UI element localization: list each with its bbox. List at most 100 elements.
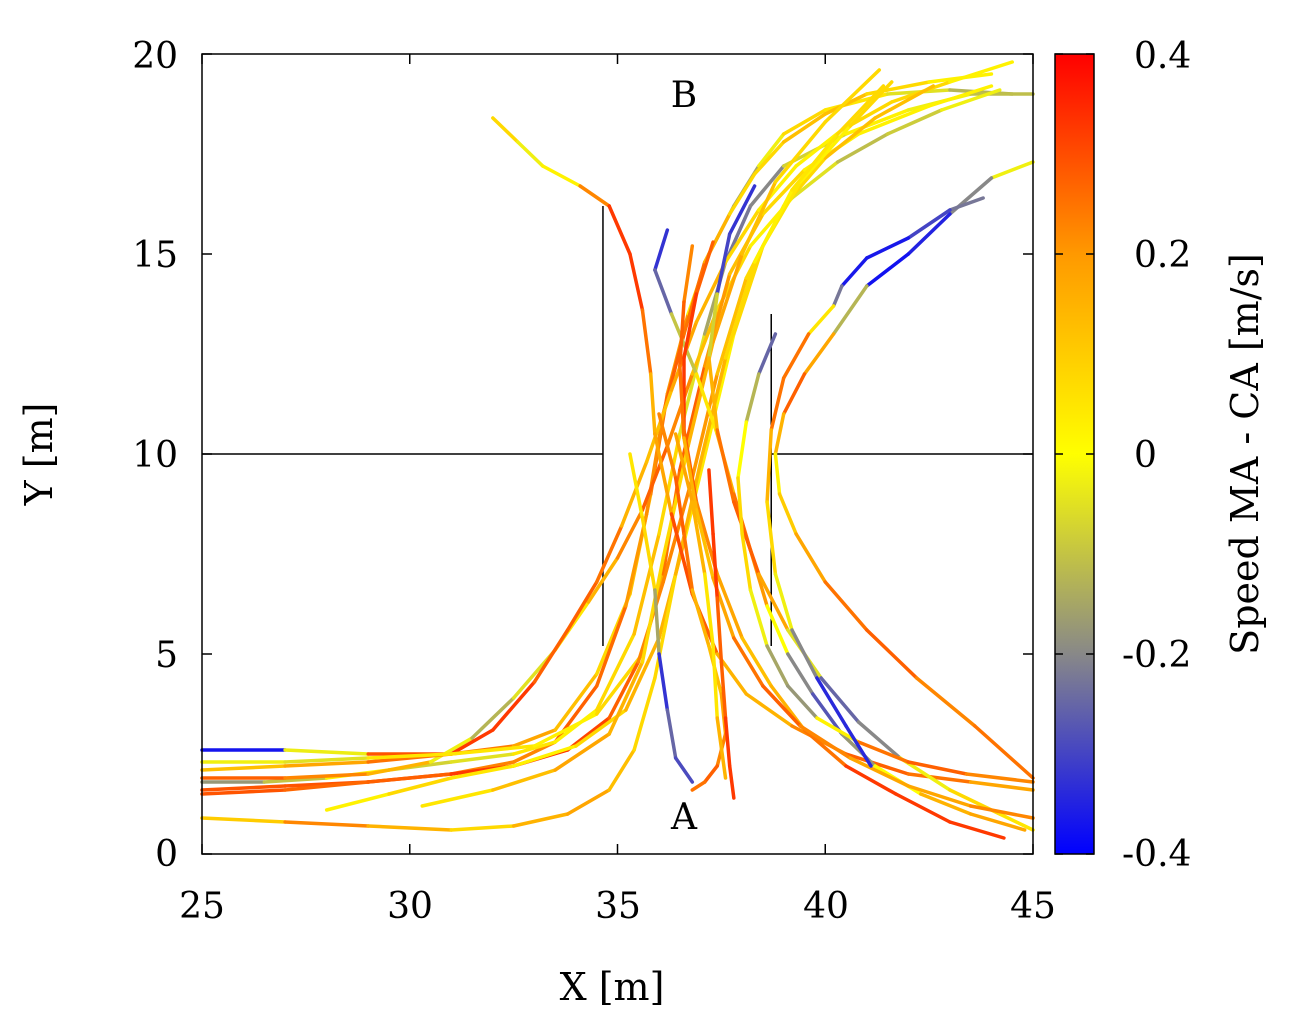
trajectory-segment bbox=[831, 284, 869, 336]
trajectory-segment bbox=[200, 764, 287, 772]
trajectory-segment bbox=[786, 684, 819, 720]
trajectory-segment bbox=[794, 532, 827, 584]
trajectory-segment bbox=[703, 572, 715, 648]
trajectory-segment bbox=[690, 500, 707, 576]
trajectory-traj-10 bbox=[200, 84, 886, 832]
trajectory-segment bbox=[491, 116, 520, 144]
trajectory-segment bbox=[690, 588, 711, 648]
trajectory-segment bbox=[723, 208, 761, 264]
trajectory-segment bbox=[873, 84, 936, 120]
trajectory-segment bbox=[823, 68, 882, 124]
trajectory-segment bbox=[366, 752, 454, 760]
trajectory-traj-20 bbox=[707, 468, 736, 800]
trajectory-segment bbox=[736, 420, 749, 480]
trajectory-segment bbox=[744, 692, 794, 728]
trajectory-segment bbox=[727, 172, 757, 216]
trajectory-segment bbox=[657, 412, 678, 480]
trajectory-segment bbox=[619, 460, 649, 528]
trajectory-segment bbox=[632, 676, 657, 752]
trajectory-segment bbox=[283, 780, 370, 792]
trajectory-segment bbox=[516, 140, 545, 168]
trajectory-segment bbox=[906, 772, 973, 784]
trajectory-traj-5 bbox=[200, 60, 1014, 772]
trajectory-segment bbox=[790, 628, 819, 680]
trajectory-segment bbox=[723, 716, 732, 768]
trajectory-segment bbox=[644, 388, 674, 464]
trajectory-traj-16 bbox=[736, 332, 1035, 784]
trajectory-segment bbox=[420, 788, 495, 808]
trajectory-segment bbox=[906, 208, 952, 240]
trajectory-segment bbox=[715, 276, 749, 376]
trajectory-segment bbox=[283, 772, 370, 780]
trajectory-segment bbox=[694, 372, 719, 436]
trajectory-segment bbox=[665, 708, 678, 760]
trajectory-segment bbox=[565, 788, 611, 816]
trajectory-traj-22 bbox=[673, 432, 728, 780]
trajectory-segment bbox=[856, 720, 902, 760]
trajectory-segment bbox=[856, 104, 931, 136]
trajectory-segment bbox=[470, 696, 516, 740]
trajectory-traj-17 bbox=[773, 160, 1035, 780]
trajectory-segment bbox=[707, 356, 719, 432]
trajectory-segment bbox=[844, 724, 873, 768]
trajectory-segment bbox=[628, 252, 645, 312]
trajectory-segment bbox=[387, 776, 454, 796]
x-tick-label-3: 40 bbox=[803, 886, 849, 927]
trajectory-traj-3 bbox=[200, 92, 1035, 784]
trajectory-segment bbox=[200, 788, 287, 796]
trajectory-segment bbox=[781, 108, 827, 136]
trajectory-segment bbox=[865, 252, 911, 288]
trajectory-segment bbox=[653, 588, 661, 656]
trajectory-segment bbox=[711, 532, 719, 600]
colorbar-tick-label-2: 0 bbox=[1134, 435, 1157, 476]
trajectory-segment bbox=[711, 644, 719, 720]
trajectory-segment bbox=[644, 412, 665, 516]
trajectory-traj-21 bbox=[628, 452, 695, 784]
trajectory-traj-18 bbox=[765, 196, 985, 768]
trajectory-segment bbox=[989, 160, 1035, 180]
trajectory-segment bbox=[773, 572, 794, 632]
trajectory-traj-13 bbox=[707, 184, 1035, 832]
trajectory-segment bbox=[715, 572, 744, 640]
y-tick-label-1: 5 bbox=[155, 635, 178, 676]
trajectory-segment bbox=[653, 268, 674, 316]
trajectory-segment bbox=[798, 124, 852, 184]
y-tick-label-0: 0 bbox=[155, 834, 178, 875]
trajectory-segment bbox=[802, 332, 836, 376]
trajectory-segment bbox=[948, 820, 1006, 840]
trajectory-segment bbox=[703, 764, 719, 784]
trajectory-segment bbox=[752, 188, 794, 264]
trajectory-segment bbox=[324, 792, 391, 812]
trajectory-segment bbox=[715, 232, 732, 296]
trajectory-segment bbox=[723, 260, 757, 360]
trajectory-segment bbox=[491, 680, 537, 732]
x-tick-label-0: 25 bbox=[179, 886, 225, 927]
trajectory-segment bbox=[939, 88, 1002, 112]
trajectory-segment bbox=[648, 372, 657, 436]
trajectory-segment bbox=[657, 432, 682, 536]
trajectory-segment bbox=[719, 660, 728, 720]
x-axis-label: X [m] bbox=[560, 965, 665, 1009]
trajectory-segment bbox=[640, 308, 653, 376]
trajectory-segment bbox=[682, 292, 699, 360]
trajectory-segment bbox=[262, 776, 329, 784]
trajectory-segment bbox=[765, 604, 790, 656]
trajectory-segment bbox=[973, 724, 1035, 780]
axis-ticks bbox=[201, 53, 1034, 855]
trajectory-segment bbox=[653, 432, 674, 516]
trajectory-segment bbox=[744, 372, 761, 424]
colorbar-label: Speed MA - CA [m/s] bbox=[1223, 253, 1267, 655]
trajectory-segment bbox=[765, 644, 790, 688]
trajectory-segment bbox=[565, 580, 599, 632]
trajectory-segment bbox=[727, 184, 757, 236]
trajectory-segment bbox=[844, 764, 898, 796]
trajectory-segment bbox=[511, 740, 557, 756]
trajectory-segment bbox=[806, 304, 836, 336]
trajectory-segment bbox=[682, 532, 695, 592]
colorbar-tick-label-4: 0.4 bbox=[1134, 36, 1191, 77]
trajectory-segment bbox=[607, 660, 641, 720]
trajectory-segment bbox=[449, 752, 516, 764]
trajectory-traj-6 bbox=[200, 84, 994, 764]
trajectory-segment bbox=[748, 588, 769, 648]
trajectory-segment bbox=[553, 732, 611, 772]
